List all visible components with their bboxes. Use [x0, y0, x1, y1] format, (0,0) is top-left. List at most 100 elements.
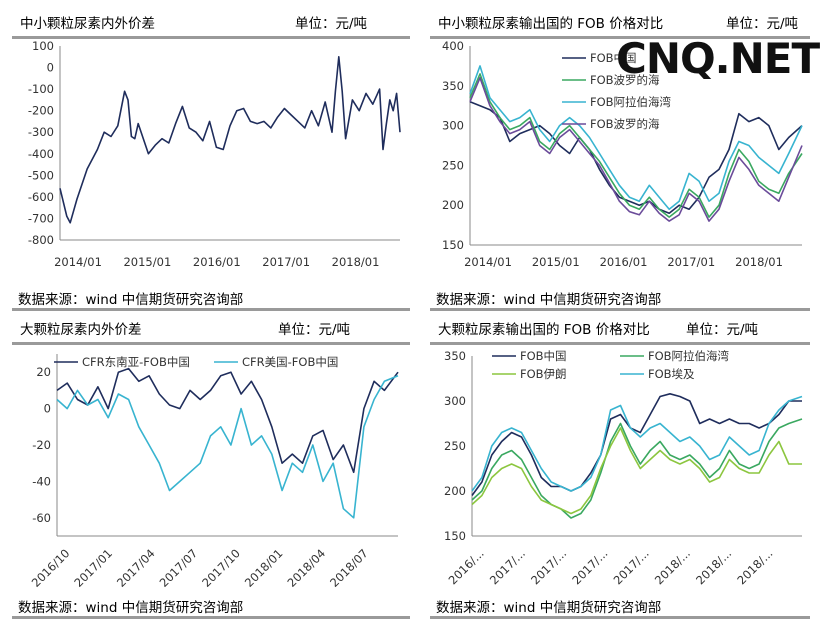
y-tick-label: 350	[442, 79, 464, 93]
series-line-1	[469, 100, 803, 214]
legend-label: FOB伊朗	[520, 367, 567, 381]
y-tick-label: -60	[32, 511, 51, 525]
chart-1-header: 中小颗粒尿素内外价差 单位：元/吨	[12, 6, 410, 39]
y-tick-label: -400	[28, 147, 54, 161]
y-tick-label: 400	[442, 40, 464, 53]
series-line-1	[471, 392, 802, 496]
x-tick-label: 2018/...	[693, 546, 734, 587]
legend-label: CFR东南亚-FOB中国	[82, 355, 190, 369]
y-tick-label: 250	[442, 158, 464, 172]
x-tick-label: 2017/...	[487, 546, 528, 587]
chart-4-title: 大颗粒尿素输出国的 FOB 价格对比	[438, 322, 650, 338]
y-tick-label: 300	[442, 119, 464, 133]
y-tick-label: 300	[444, 394, 466, 408]
series-line-2	[469, 73, 803, 218]
chart-3-source: 数据来源：wind 中信期货研究咨询部	[18, 600, 244, 616]
y-tick-label: -20	[32, 438, 51, 452]
x-tick-label: 2016/10	[29, 546, 73, 590]
x-tick-label: 2014/01	[464, 255, 512, 269]
x-tick-label: 2016/01	[600, 255, 648, 269]
y-tick-label: 150	[442, 238, 464, 252]
legend-label: FOB埃及	[648, 367, 695, 381]
x-tick-label: 2017/10	[199, 546, 243, 590]
chart-1-unit: 单位：元/吨	[295, 16, 368, 32]
chart-panel-2: 中小颗粒尿素输出国的 FOB 价格对比 单位：元/吨 400 350 300 250 2…	[430, 6, 810, 311]
x-tick-label: 2018/01	[332, 255, 380, 269]
x-tick-label: 2018/01	[242, 546, 286, 590]
y-tick-label: 150	[444, 529, 466, 543]
series-line-2	[471, 418, 803, 519]
series-line-1	[59, 55, 401, 224]
y-tick-label: 200	[442, 198, 464, 212]
series-line-4	[471, 395, 803, 492]
chart-1-plot: 100 0 -100 -200 -300 -400 -500 -600 -700 -8002014…	[28, 40, 401, 269]
x-tick-label: 2017/...	[569, 546, 610, 587]
x-tick-label: 2017/07	[157, 546, 201, 590]
watermark-logo: CNQ.NET	[616, 34, 820, 83]
x-tick-label: 2017/...	[528, 546, 569, 587]
chart-1-source-row: 数据来源：wind 中信期货研究咨询部	[12, 284, 410, 311]
series-line-3	[469, 65, 803, 210]
y-tick-label: -600	[28, 190, 54, 204]
x-tick-label: 2017/04	[114, 546, 158, 590]
chart-2-source: 数据来源：wind 中信期货研究咨询部	[436, 292, 662, 308]
chart-3-header: 大颗粒尿素内外价差 单位：元/吨	[12, 312, 410, 345]
chart-3-unit: 单位：元/吨	[278, 322, 351, 338]
chart-1-title: 中小颗粒尿素内外价差	[20, 16, 155, 32]
y-tick-label: 100	[32, 40, 54, 53]
chart-2-unit: 单位：元/吨	[726, 16, 799, 32]
legend-label: CFR美国-FOB中国	[242, 355, 338, 369]
y-tick-label: 200	[444, 484, 466, 498]
y-tick-label: -40	[32, 474, 51, 488]
x-tick-label: 2015/01	[532, 255, 580, 269]
y-tick-label: -100	[28, 82, 54, 96]
y-tick-label: -300	[28, 125, 54, 139]
chart-4-source-row: 数据来源：wind 中信期货研究咨询部	[430, 592, 810, 619]
chart-panel-3: 大颗粒尿素内外价差 单位：元/吨 20 0 -20 -40 -60 2016/10 2017…	[12, 312, 410, 619]
legend-label: FOB中国	[590, 51, 637, 65]
y-tick-label: -200	[28, 104, 54, 118]
series-line-1	[56, 367, 399, 474]
x-tick-label: 2018/01	[735, 255, 783, 269]
legend-label: FOB阿拉伯海湾	[590, 95, 672, 109]
x-tick-label: 2016/...	[446, 546, 487, 587]
chart-4-source: 数据来源：wind 中信期货研究咨询部	[436, 600, 662, 616]
series-line-4	[469, 76, 803, 222]
chart-2-source-row: 数据来源：wind 中信期货研究咨询部	[430, 284, 810, 311]
chart-1-source: 数据来源：wind 中信期货研究咨询部	[18, 292, 244, 308]
chart-3-source-row: 数据来源：wind 中信期货研究咨询部	[12, 592, 410, 619]
chart-3-plot: 20 0 -20 -40 -60 2016/102017/012017/042017/07…	[29, 354, 399, 590]
legend-label: FOB阿拉伯海湾	[648, 349, 730, 363]
y-tick-label: -800	[28, 233, 54, 247]
x-tick-label: 2018/04	[284, 546, 328, 590]
chart-panel-1: 中小颗粒尿素内外价差 单位：元/吨 100 0 -100 -200 -300 -400 -5…	[12, 6, 410, 311]
x-tick-label: 2018/07	[327, 546, 371, 590]
y-tick-label: 20	[36, 365, 51, 379]
x-tick-label: 2017/01	[667, 255, 715, 269]
series-line-3	[471, 427, 802, 515]
x-tick-label: 2015/01	[123, 255, 171, 269]
chart-4-unit: 单位：元/吨	[686, 322, 759, 338]
x-tick-label: 2016/01	[193, 255, 241, 269]
x-tick-label: 2018/...	[734, 546, 775, 587]
y-tick-label: 0	[47, 61, 54, 75]
chart-2-header: 中小颗粒尿素输出国的 FOB 价格对比 单位：元/吨	[430, 6, 810, 39]
y-tick-label: -500	[28, 168, 54, 182]
chart-panel-4: 大颗粒尿素输出国的 FOB 价格对比 单位：元/吨 350 300 250 200 15…	[430, 312, 810, 619]
x-tick-label: 2017/01	[71, 546, 115, 590]
x-tick-label: 2018/...	[652, 546, 693, 587]
y-tick-label: -700	[28, 211, 54, 225]
x-tick-label: 2017/01	[262, 255, 310, 269]
x-tick-label: 2017/...	[611, 546, 652, 587]
series-line-2	[56, 375, 399, 519]
chart-2-title: 中小颗粒尿素输出国的 FOB 价格对比	[438, 16, 664, 32]
legend-label: FOB波罗的海	[590, 73, 660, 87]
legend-label: FOB中国	[520, 349, 567, 363]
y-tick-label: 0	[44, 402, 51, 416]
chart-3-title: 大颗粒尿素内外价差	[20, 322, 142, 338]
y-tick-label: 250	[444, 439, 466, 453]
y-tick-label: 350	[444, 349, 466, 363]
legend-label: FOB波罗的海	[590, 117, 660, 131]
